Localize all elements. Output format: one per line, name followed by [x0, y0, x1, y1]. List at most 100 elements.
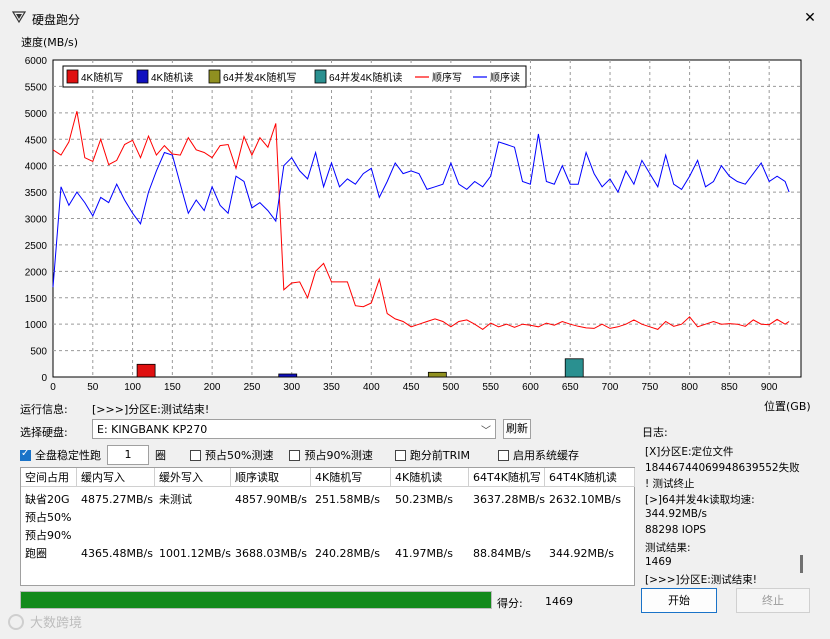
preoccupy-50-checkbox[interactable] [190, 449, 201, 461]
preoccupy-90-option[interactable]: 预占90%测速 [289, 447, 373, 463]
log-scrollbar[interactable] [800, 555, 803, 573]
results-cell: 缺省20G [25, 493, 70, 506]
run-info-label: 运行信息: [20, 403, 68, 416]
x-tick-label: 850 [721, 382, 738, 393]
preoccupy-90-checkbox[interactable] [289, 449, 301, 461]
legend-swatch [208, 69, 221, 84]
y-tick-label: 5500 [25, 82, 48, 93]
y-tick-label: 2000 [25, 267, 48, 278]
x-tick-label: 300 [283, 382, 300, 393]
window-title: 硬盘跑分 [32, 13, 81, 27]
x-tick-label: 50 [87, 382, 99, 393]
results-cell [391, 527, 395, 545]
y-tick-label: 2500 [25, 241, 48, 252]
log-line: 344.92MB/s [645, 508, 708, 520]
loops-unit-label: 圈 [155, 449, 166, 462]
x-tick-label: 250 [244, 382, 261, 393]
refresh-button[interactable]: 刷新 [503, 419, 531, 439]
results-cell: 预占90% [25, 529, 72, 542]
preoccupy-50-label: 预占50%测速 [205, 449, 274, 462]
results-cell [469, 509, 473, 527]
results-cell: 预占50% [25, 511, 72, 524]
stable-run-checkbox[interactable] [20, 448, 31, 461]
results-header-cell: 缓外写入 [155, 468, 231, 487]
score-value: 1469 [545, 595, 573, 608]
bar-4K随机读 [278, 373, 298, 378]
y-tick-label: 4000 [25, 162, 48, 173]
progress-fill [21, 592, 491, 608]
results-cell: 2632.10MB/s [549, 493, 621, 506]
x-tick-label: 650 [562, 382, 579, 393]
x-tick-label: 800 [681, 382, 698, 393]
series-line-顺序写 [52, 111, 790, 331]
stable-run-label: 全盘稳定性跑 [35, 449, 101, 462]
y-tick-label: 0 [41, 373, 47, 384]
title-bar [0, 0, 830, 34]
y-tick-label: 5000 [25, 109, 48, 120]
results-cell [77, 527, 81, 545]
trim-checkbox[interactable] [394, 449, 406, 461]
x-tick-label: 400 [363, 382, 380, 393]
start-button[interactable]: 开始 [641, 588, 717, 613]
preoccupy-50-option[interactable]: 预占50%测速 [190, 447, 273, 463]
y-tick-label: 3500 [25, 188, 48, 199]
results-cell [311, 509, 315, 527]
trim-option[interactable]: 跑分前TRIM [394, 447, 470, 463]
log-line: [>]64并发4k读取均速: [645, 494, 755, 506]
results-cell [155, 509, 159, 527]
results-cell [311, 527, 315, 545]
legend-swatch [66, 69, 79, 84]
x-tick-label: 900 [761, 382, 778, 393]
disk-select-value: E: KINGBANK KP270 [97, 423, 208, 436]
results-cell: 50.23MB/s [395, 493, 453, 506]
results-cell [77, 509, 81, 527]
watermark-logo-icon [8, 613, 24, 630]
options-row: 全盘稳定性跑 1 圈 预占50%测速 预占90%测速 跑分前TRIM 启用系统缓… [20, 445, 579, 465]
log-panel[interactable]: [X]分区E:定位文件 18446744069948639552失败 ! 测试终止 [… [641, 440, 809, 586]
legend-label: 顺序写 [432, 71, 462, 84]
preoccupy-90-label: 预占90%测速 [304, 449, 373, 462]
results-header-cell: 缓内写入 [77, 468, 155, 487]
legend-swatch [136, 69, 149, 84]
results-cell: 344.92MB/s [549, 547, 614, 560]
disk-select[interactable]: E: KINGBANK KP270 ﹀ [92, 419, 496, 439]
system-cache-option[interactable]: 启用系统缓存 [498, 447, 579, 463]
x-tick-label: 200 [204, 382, 221, 393]
series-line-顺序读 [52, 133, 790, 288]
log-line: 18446744069948639552失败 [645, 462, 800, 474]
results-cell [391, 509, 395, 527]
results-cell: 4875.27MB/s [81, 493, 153, 506]
log-line: [X]分区E:定位文件 [645, 446, 734, 458]
x-tick-label: 550 [482, 382, 499, 393]
x-tick-label: 450 [403, 382, 420, 393]
bar-64并发4K随机读 [564, 358, 584, 378]
log-label: 日志: [642, 426, 668, 439]
results-cell: 跑圈 [25, 547, 47, 560]
results-header-cell: 顺序读取 [231, 468, 311, 487]
results-cell: 88.84MB/s [473, 547, 531, 560]
results-cell [545, 527, 549, 545]
legend-label: 顺序读 [490, 71, 520, 84]
results-cell: 4365.48MB/s [81, 547, 153, 560]
results-cell: 251.58MB/s [315, 493, 380, 506]
close-icon[interactable]: ✕ [804, 10, 816, 26]
log-line: [>>>]分区E:测试结束! [645, 574, 757, 586]
legend-label: 64并发4K随机读 [329, 71, 402, 84]
loops-input[interactable]: 1 [107, 445, 149, 465]
results-cell [469, 527, 473, 545]
run-info-value: [>>>]分区E:测试结束! [92, 403, 210, 416]
results-header-cell: 64T4K随机写 [469, 468, 545, 487]
watermark-text: 大数跨境 [30, 616, 83, 631]
progress-bar [20, 591, 492, 609]
results-header: 空间占用 缓内写入 缓外写入 顺序读取 4K随机写 4K随机读 64T4K随机写 64T4K随… [21, 468, 635, 488]
x-tick-label: 500 [443, 382, 460, 393]
system-cache-checkbox[interactable] [498, 449, 510, 461]
results-cell: 41.97MB/s [395, 547, 453, 560]
chevron-down-icon: ﹀ [481, 426, 491, 437]
results-cell: 1001.12MB/s [159, 547, 231, 560]
results-cell [231, 527, 235, 545]
x-tick-label: 600 [522, 382, 539, 393]
app-icon [12, 11, 26, 24]
log-line: 88298 IOPS [645, 524, 707, 536]
stable-run-option[interactable]: 全盘稳定性跑 [20, 447, 101, 463]
